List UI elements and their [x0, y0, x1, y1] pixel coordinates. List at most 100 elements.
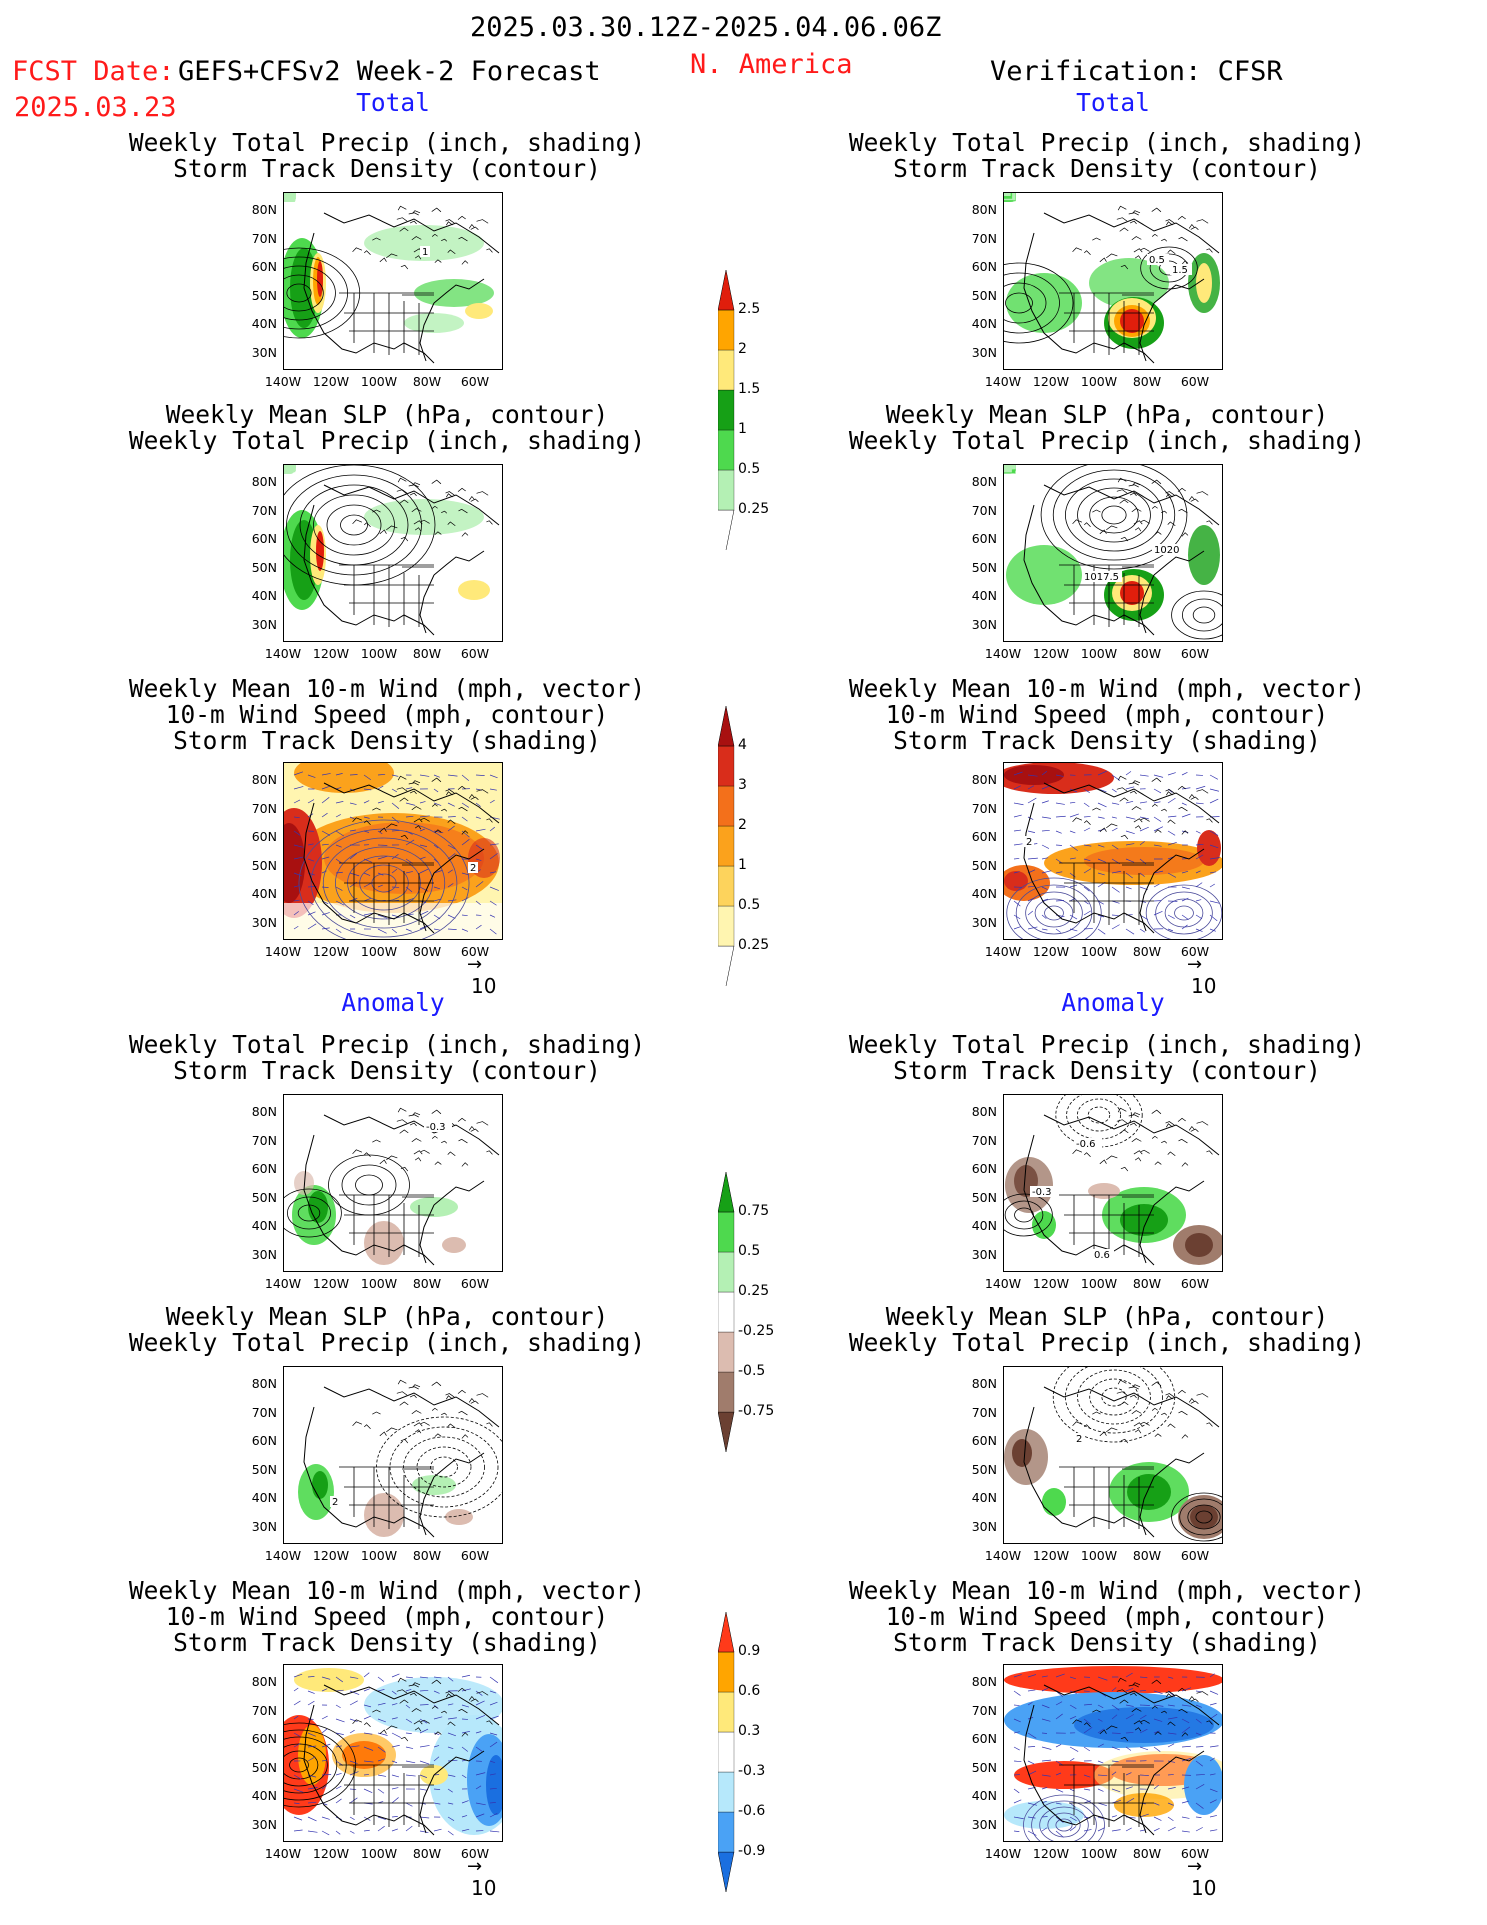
lon-tick-label: 100W	[360, 374, 398, 389]
lon-tick-label: 60W	[1180, 1846, 1210, 1861]
lat-tick-label: 30N	[251, 345, 277, 360]
map-plot	[283, 1664, 503, 1842]
lat-tick-label: 60N	[251, 531, 277, 547]
svg-text:-0.6: -0.6	[1076, 1139, 1096, 1150]
colorbar-level-label: 0.5	[738, 1243, 761, 1259]
lon-tick-label: 80W	[412, 1846, 442, 1861]
map-heatmap-svg: 2	[1004, 1367, 1222, 1542]
title-l6-line3: Storm Track Density (shading)	[173, 1628, 601, 1657]
lon-tick-label: 140W	[984, 1846, 1022, 1861]
colorbar-level-label: -0.6	[738, 1803, 766, 1819]
lat-tick-label: 80N	[971, 1674, 997, 1689]
lat-tick-label: 80N	[251, 1674, 277, 1689]
lon-tick-label: 60W	[1180, 374, 1210, 389]
lat-tick-label: 60N	[251, 259, 277, 275]
lat-tick-label: 40N	[251, 1788, 277, 1804]
lon-tick-label: 100W	[360, 1276, 398, 1291]
lon-tick-label: 100W	[360, 1548, 398, 1563]
title-l1-line1: Weekly Total Precip (inch, shading)	[128, 128, 646, 157]
lon-tick-label: 80W	[1132, 1548, 1162, 1563]
verification-label: Verification: CFSR	[990, 56, 1283, 87]
colorbar-level-label: 4	[738, 737, 747, 753]
map-plot: 1	[283, 192, 503, 370]
title-r4-line1: Weekly Total Precip (inch, shading)	[848, 1030, 1366, 1059]
lon-tick-label: 140W	[984, 646, 1022, 661]
svg-text:2: 2	[1076, 1434, 1082, 1445]
colorbar-level-label: 0.3	[738, 1723, 761, 1739]
vector-ref-arrow-icon: →	[467, 954, 483, 975]
colorbar-swatch	[717, 865, 735, 907]
svg-text:1020: 1020	[1154, 545, 1179, 556]
colorbar-swatch	[717, 469, 735, 511]
title-l2-line1: Weekly Mean SLP (hPa, contour)	[165, 400, 609, 429]
map-heatmap-svg: 2	[284, 763, 502, 939]
lat-tick-label: 60N	[251, 1433, 277, 1449]
colorbar-swatch	[717, 1691, 735, 1733]
lat-tick-label: 80N	[971, 202, 997, 217]
lon-tick-label: 140W	[984, 1548, 1022, 1563]
colorbar-swatch	[717, 1411, 735, 1453]
lat-tick-label: 40N	[971, 1218, 997, 1234]
lon-tick-label: 100W	[1080, 1548, 1118, 1563]
colorbar-swatch	[718, 509, 735, 551]
lat-tick-label: 50N	[251, 1189, 277, 1205]
lat-tick-label: 60N	[251, 1161, 277, 1177]
section-total-right: Total	[1076, 88, 1150, 117]
title-r5-line2: Weekly Total Precip (inch, shading)	[848, 1328, 1366, 1357]
lon-tick-label: 60W	[460, 1846, 490, 1861]
title-r6-line1: Weekly Mean 10-m Wind (mph, vector)	[848, 1576, 1366, 1605]
colorbar-swatch	[717, 1731, 735, 1773]
colorbar-swatch	[717, 429, 735, 471]
colorbar-swatch	[717, 1811, 735, 1853]
lat-tick-label: 70N	[971, 230, 997, 246]
title-l2-line2: Weekly Total Precip (inch, shading)	[128, 426, 646, 455]
map-heatmap-svg: -0.3	[284, 1107, 500, 1266]
colorbar-precip-total: 0.25 0.5 1 1.5 2 2.5	[717, 269, 769, 556]
fcst-date-value: 2025.03.23	[14, 92, 177, 123]
map-plot: 2	[1003, 1366, 1223, 1544]
lon-tick-label: 120W	[1032, 944, 1070, 959]
title-r6-line3: Storm Track Density (shading)	[893, 1628, 1321, 1657]
lon-tick-label: 60W	[460, 1276, 490, 1291]
lon-tick-label: 80W	[1132, 1276, 1162, 1291]
colorbar-level-label: 0.5	[738, 461, 761, 477]
lat-tick-label: 40N	[971, 1788, 997, 1804]
lat-tick-label: 80N	[971, 474, 997, 489]
lat-tick-label: 30N	[971, 1817, 997, 1832]
svg-text:1017.5: 1017.5	[1084, 572, 1119, 583]
lat-tick-label: 50N	[971, 1461, 997, 1477]
title-r2-line2: Weekly Total Precip (inch, shading)	[848, 426, 1366, 455]
lat-tick-label: 70N	[251, 1702, 277, 1718]
lon-tick-label: 100W	[360, 944, 398, 959]
lat-tick-label: 70N	[971, 502, 997, 518]
section-total-left: Total	[356, 88, 430, 117]
svg-text:-0.3: -0.3	[426, 1122, 446, 1133]
lat-tick-label: 50N	[251, 857, 277, 873]
lat-tick-label: 40N	[971, 886, 997, 902]
lon-tick-label: 120W	[312, 1548, 350, 1563]
map-plot: 2	[283, 762, 503, 940]
colorbar-level-label: 0.5	[738, 897, 761, 913]
lat-tick-label: 60N	[971, 1161, 997, 1177]
title-r1-line1: Weekly Total Precip (inch, shading)	[848, 128, 1366, 157]
lat-tick-label: 50N	[971, 559, 997, 575]
title-l5-line2: Weekly Total Precip (inch, shading)	[128, 1328, 646, 1357]
lon-tick-label: 120W	[312, 944, 350, 959]
lat-tick-label: 70N	[971, 1702, 997, 1718]
lat-tick-label: 30N	[971, 345, 997, 360]
lon-tick-label: 80W	[1132, 646, 1162, 661]
lat-tick-label: 40N	[251, 886, 277, 902]
vector-ref-label: 10	[471, 974, 497, 998]
lat-tick-label: 70N	[251, 502, 277, 518]
colorbar-level-label: 0.75	[738, 1203, 770, 1219]
lat-tick-label: 70N	[971, 800, 997, 816]
lon-tick-label: 80W	[1132, 374, 1162, 389]
colorbar-level-label: -0.25	[738, 1323, 775, 1339]
lon-tick-label: 60W	[460, 646, 490, 661]
vector-ref-label: 10	[1191, 1876, 1217, 1900]
vector-ref-arrow-icon: →	[467, 1856, 483, 1877]
colorbar-swatch	[717, 905, 735, 947]
map-heatmap-svg: 1020 1017.5	[1004, 465, 1222, 640]
lon-tick-label: 80W	[412, 944, 442, 959]
colorbar-swatch	[718, 945, 735, 987]
